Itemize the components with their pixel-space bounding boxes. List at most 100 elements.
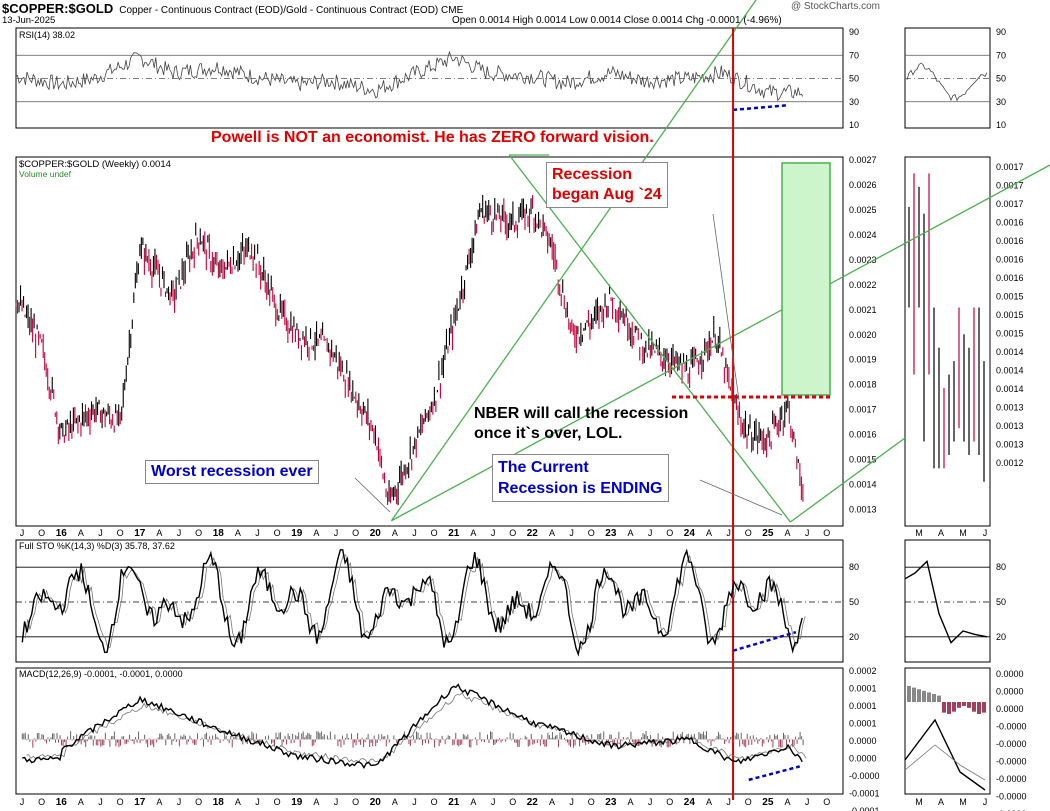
side-sto-k-line [904,560,988,644]
side-price-bars [908,173,985,482]
xtick-macd: O [195,797,202,807]
side-macd-ytick: 0.0000 [996,669,1024,679]
xtick-price: O [745,528,752,538]
side-macd-ytick: -0.0000 [996,757,1027,767]
trendline-up-middle [391,164,1050,522]
rsi-ytick: 50 [849,74,859,84]
sto-divergence-line [732,630,797,652]
powell-annotation: Powell is NOT an economist. He has ZERO … [211,129,654,146]
price-ytick: 0.0021 [849,305,877,315]
price-ytick: 0.0024 [849,230,877,240]
xtick-price: J [491,528,496,538]
side-price-ytick: 0.0017 [996,162,1024,172]
sto-d-line [24,554,806,651]
xtick-price: J [569,528,574,538]
xtick-macd: 17 [134,797,146,808]
current-pointer [699,479,783,516]
side-macd-ytick: -0.0000 [996,774,1027,784]
xtick-price: J [334,528,339,538]
side-price-ytick: 0.0016 [996,218,1024,228]
xtick-price: 21 [448,528,460,539]
xtick-macd: A [156,797,162,807]
sto-ytick: 50 [849,597,859,607]
xtick-price: J [98,528,103,538]
xtick-macd: O [352,797,359,807]
macd-ytick: 0.0000 [849,736,877,746]
xtick-price: J [805,528,810,538]
side-macd-line [904,718,986,791]
side-rsi-line [906,62,988,102]
rsi-ytick: 70 [849,50,859,60]
side-macd-bar [947,702,951,714]
sto-label: Full STO %K(14,3) %D(3) 35.78, 37.62 [19,541,175,551]
side-macd-ytick: -0.0000 [996,809,1027,811]
xtick-macd: A [706,797,712,807]
side-rsi-ytick: 30 [996,97,1006,107]
price-panel [15,156,844,527]
xtick-macd: 20 [370,797,382,808]
chart-title: $COPPER:$GOLD Copper - Continuous Contrac… [2,1,464,16]
price-ytick: 0.0017 [849,405,877,415]
xtick-macd: O [38,797,45,807]
xtick-price: 25 [762,528,774,539]
xtick-macd: 25 [762,797,774,808]
xtick-price: O [509,528,516,538]
macd-ytick: 0.0000 [849,754,877,764]
xtick-macd: 16 [56,797,68,808]
xtick-macd: J [648,797,653,807]
macd-ytick: 0.0002 [849,666,877,676]
sto-panel [15,539,844,663]
xtick-price: J [177,528,182,538]
price-ytick: 0.0015 [849,455,877,465]
nber-line2: once it`s over, LOL. [474,425,623,442]
sto-ytick: 20 [849,632,859,642]
side-price-ytick: 0.0014 [996,366,1024,376]
side-rsi-panel [904,27,991,129]
price-ytick: 0.0019 [849,355,877,365]
current-line2: Recession is ENDING [498,480,663,497]
recession-line2: began Aug `24 [552,186,662,203]
recession-line1: Recession [552,166,633,183]
chart-description: Copper - Continuous Contract (EOD)/Gold … [119,5,464,16]
xtick-macd: O [823,797,830,807]
xtick-price: A [156,528,162,538]
side-price-ytick: 0.0016 [996,273,1024,283]
side-macd-ytick: 0.0000 [996,687,1024,697]
price-label: $COPPER:$GOLD (Weekly) 0.0014 [19,159,171,170]
recession-pointer [712,213,740,401]
side-macd-ytick: -0.0000 [996,739,1027,749]
xtick-macd: A [627,797,633,807]
xtick-macd: A [78,797,84,807]
sto-ytick: 80 [849,562,859,572]
xtick-macd: J [334,797,339,807]
xtick-price: O [352,528,359,538]
xtick-macd: J [20,797,25,807]
xtick-price: J [726,528,731,538]
side-macd-bar [942,702,946,713]
side-macd-bar [907,686,911,702]
price-ytick: 0.0013 [849,505,877,515]
current-line1: The Current [498,459,589,476]
xtick-price: A [313,528,319,538]
side-price-ytick: 0.0013 [996,421,1024,431]
macd-histogram [21,731,804,748]
side-price-ytick: 0.0013 [996,440,1024,450]
side-price-ytick: 0.0015 [996,292,1024,302]
rsi-line [15,50,804,102]
stockcharts-logo: @ StockCharts.com [790,1,880,12]
price-ytick: 0.0025 [849,205,877,215]
rsi-ytick: 10 [849,120,859,130]
side-sto-panel [904,539,991,663]
macd-ytick: 0.0001 [849,719,877,729]
xtick-price: O [666,528,673,538]
side-price-ytick: 0.0016 [996,255,1024,265]
side-rsi-ytick: 70 [996,50,1006,60]
side-price-ytick: 0.0014 [996,384,1024,394]
side-macd-bar [962,702,966,707]
xtick-macd: O [745,797,752,807]
worst-pointer [354,477,391,513]
xtick-price: O [823,528,830,538]
xtick-macd: 21 [448,797,460,808]
recession-began-box: Recession began Aug `24 [546,162,668,208]
xtick-macd: 22 [527,797,539,808]
